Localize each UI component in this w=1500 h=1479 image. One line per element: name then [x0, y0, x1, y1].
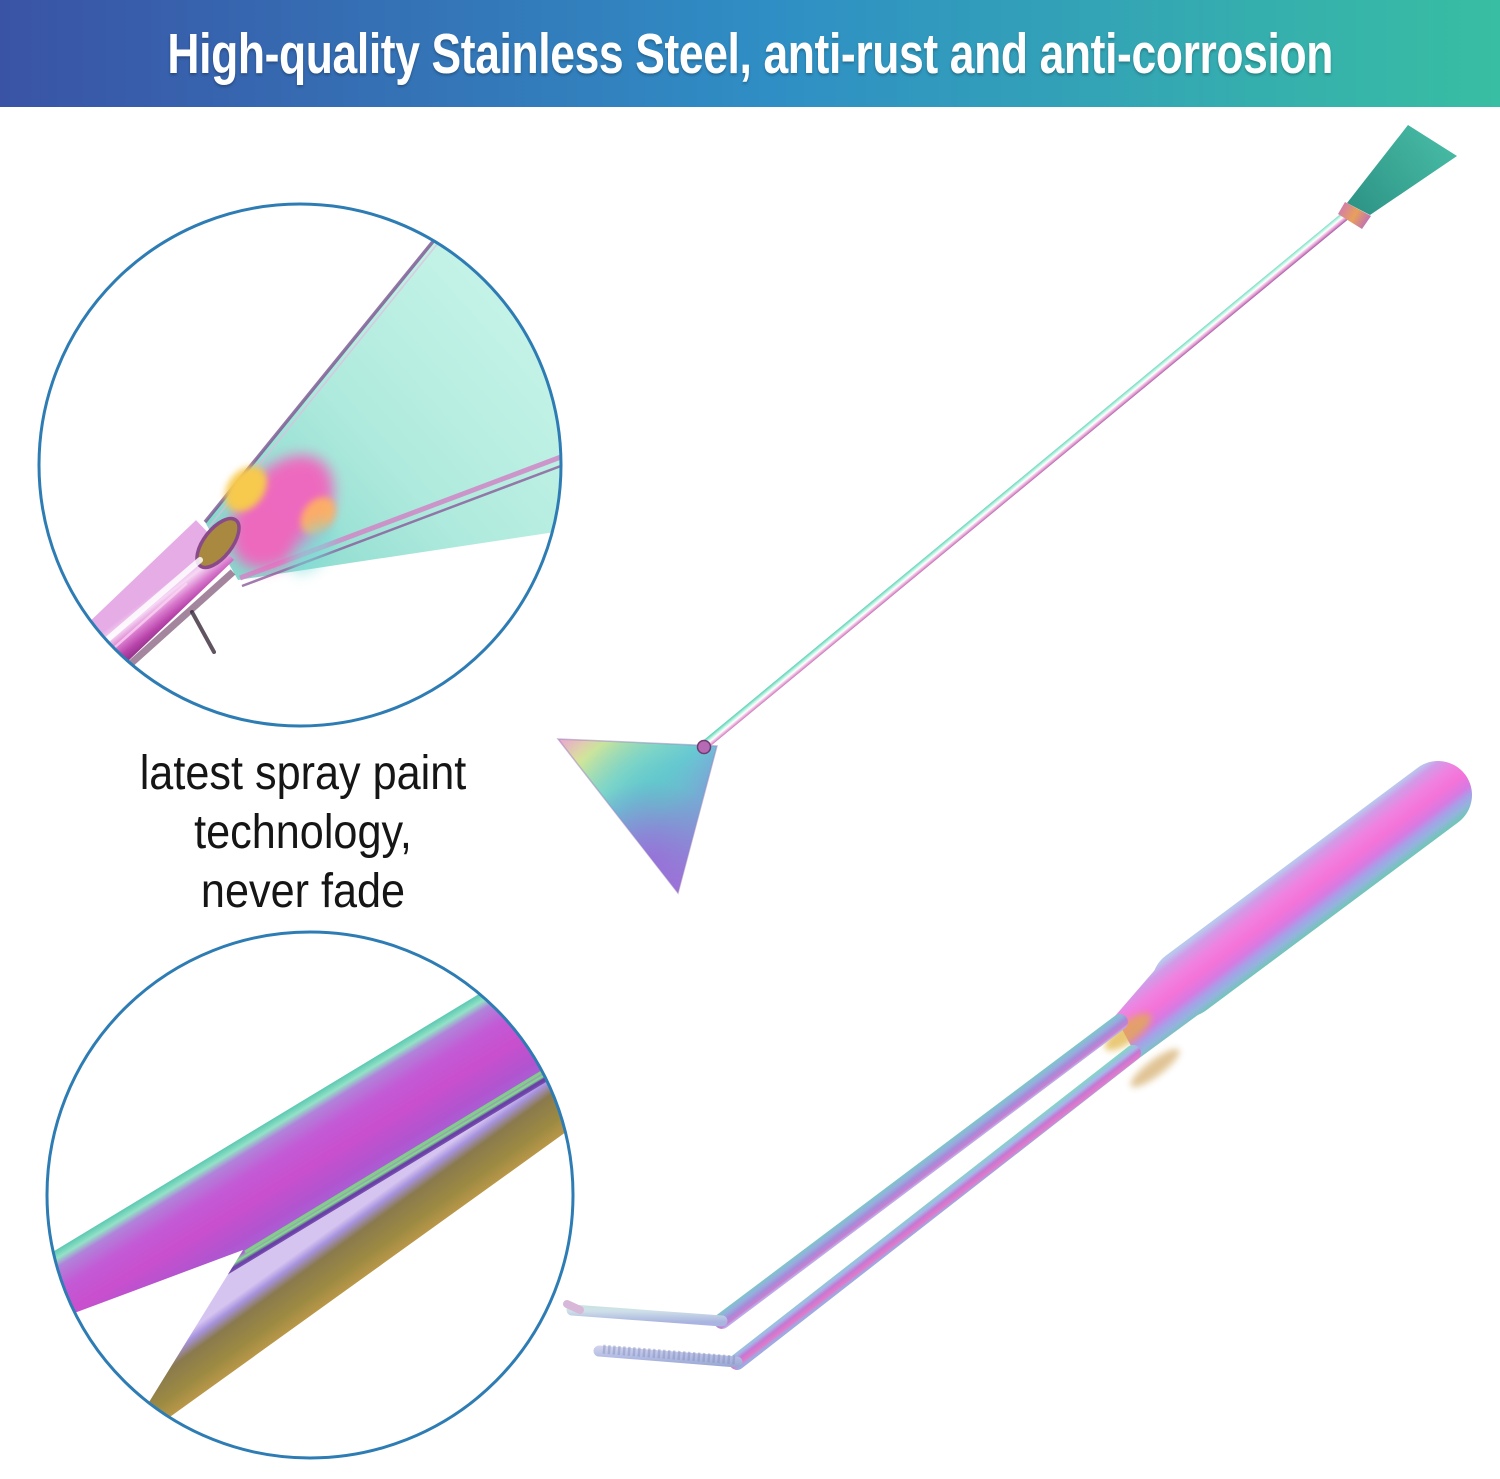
tweezers-handle — [1152, 761, 1472, 1017]
tweezers-tip-serration — [600, 1344, 736, 1365]
tweezers-lower-arm — [729, 1045, 1141, 1370]
triangle-scraper-tool — [556, 125, 1457, 895]
callout-ring-1 — [37, 202, 563, 728]
tweezers-upper-tip-upturn — [563, 1300, 584, 1314]
callout-circle-blade-detail — [37, 202, 563, 728]
zoom-tube-end-cap — [195, 516, 241, 570]
scraper-shaft — [701, 207, 1355, 749]
zoom-seam-green — [244, 1068, 546, 1254]
scraper-ferrule — [1338, 202, 1371, 229]
banner: High-quality Stainless Steel, anti-rust … — [0, 0, 1500, 107]
scraper-head-rivet — [696, 739, 712, 755]
caption-line-1: latest spray paint — [139, 747, 467, 800]
caption-text: latest spray paint technology, never fad… — [110, 744, 497, 921]
tweezers-upper-arm — [714, 1014, 1128, 1329]
scraper-flat-blade-tip — [1347, 125, 1457, 215]
zoom-shaft-tube — [41, 516, 241, 708]
callout-circle-arm-detail — [45, 930, 575, 1460]
zoom-seam-purple — [247, 1075, 549, 1261]
tweezers-upper-tip — [566, 1304, 728, 1327]
scraper-triangle-head — [556, 738, 718, 895]
zoom-rainbow-blotch — [225, 455, 336, 574]
caption-line-3: never fade — [200, 865, 406, 918]
tweezers-gold-sheen — [1104, 1013, 1152, 1051]
tweezers-gold-sheen-2 — [1130, 1048, 1180, 1088]
banner-title: High-quality Stainless Steel, anti-rust … — [167, 21, 1333, 86]
curved-tweezers-tool — [563, 761, 1472, 1370]
callout-ring-2 — [45, 930, 575, 1460]
caption-line-2: technology, — [194, 806, 412, 859]
zoom-joint-notch — [190, 610, 216, 654]
